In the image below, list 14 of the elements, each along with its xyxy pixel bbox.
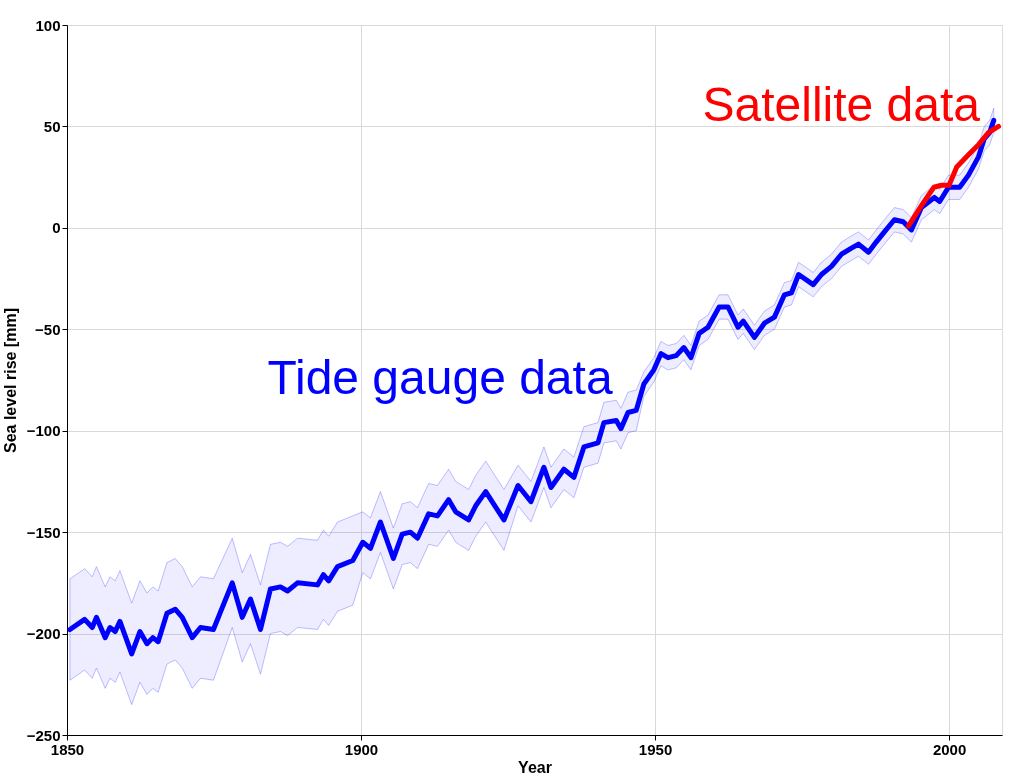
y-axis-title: Sea level rise [mm] (1, 308, 19, 453)
y-tick-label: −100 (26, 422, 61, 440)
y-tick-label: −200 (26, 625, 61, 643)
x-tick-label: 1950 (638, 740, 673, 758)
y-tick-label: 100 (35, 16, 61, 34)
x-axis-title: Year (518, 758, 552, 776)
series-label: Tide gauge data (267, 351, 613, 404)
y-tick-label: 50 (43, 117, 61, 135)
series-label: Satellite data (702, 78, 981, 131)
y-tick-label: 0 (52, 219, 61, 237)
x-tick-label: 1900 (344, 740, 379, 758)
x-tick-label: 2000 (932, 740, 967, 758)
y-tick-label: −50 (35, 320, 61, 338)
y-tick-label: −150 (26, 523, 61, 541)
